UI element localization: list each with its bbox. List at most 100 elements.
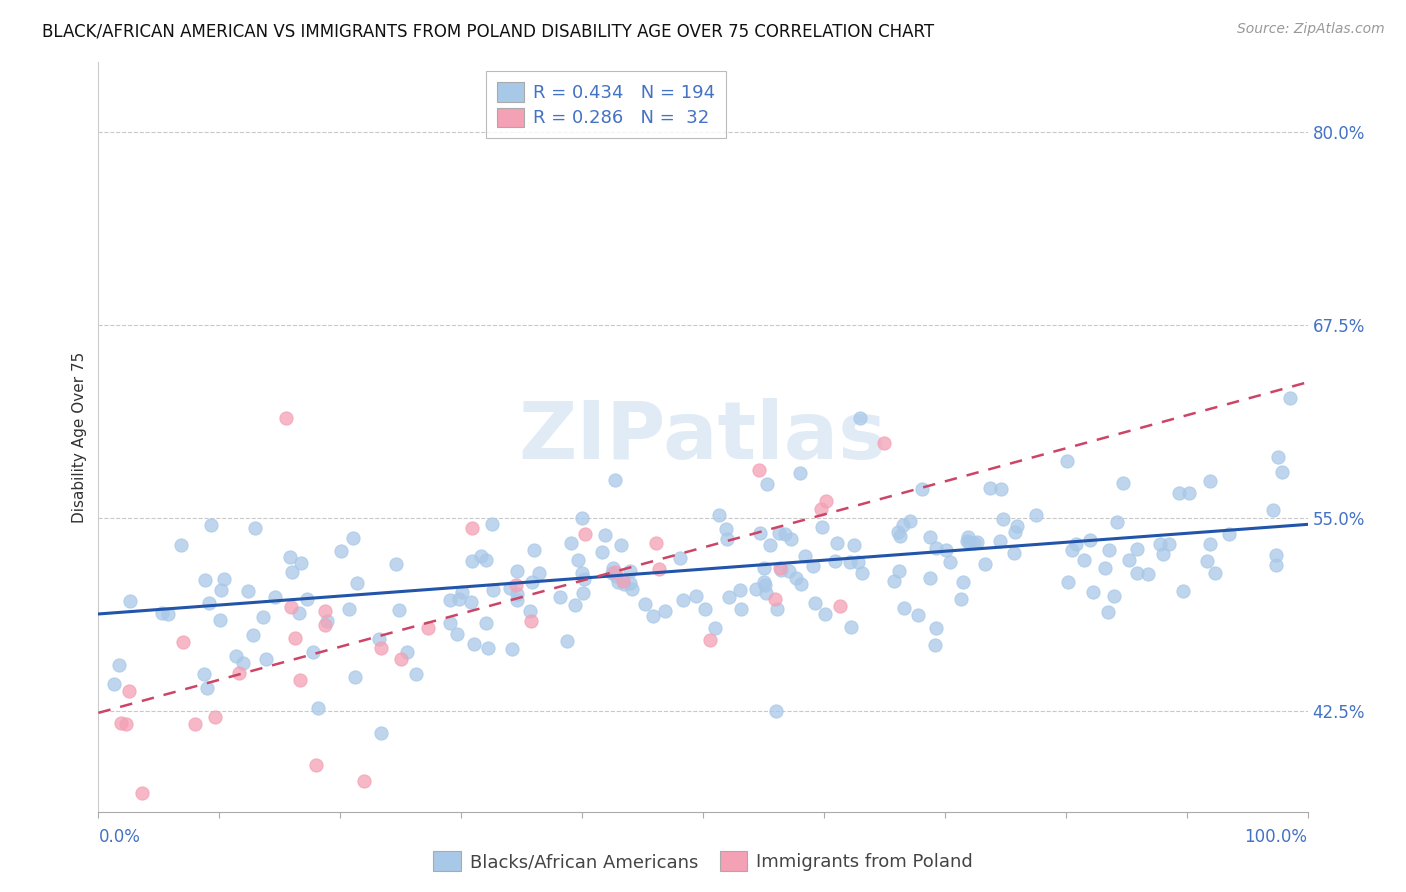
Point (889, 529, 911, 543)
Point (935, 542, 957, 557)
Point (385, 558, 408, 572)
Point (752, 574, 775, 589)
Point (759, 538, 782, 552)
Point (810, 502, 832, 516)
Point (315, 614, 337, 628)
Point (730, 601, 752, 615)
Point (295, 592, 318, 607)
Point (911, 483, 934, 497)
Point (389, 652, 412, 666)
Point (519, 604, 541, 618)
Point (745, 582, 768, 596)
Point (302, 645, 325, 659)
Point (920, 530, 942, 544)
Point (529, 566, 551, 580)
Point (988, 533, 1011, 548)
Point (1173, 584, 1195, 599)
Point (305, 758, 328, 772)
Point (370, 640, 392, 655)
Point (1198, 537, 1220, 551)
Point (648, 561, 671, 575)
Point (685, 589, 707, 603)
Point (208, 613, 231, 627)
Point (548, 590, 571, 604)
Point (811, 520, 834, 534)
Point (1057, 575, 1080, 590)
Point (184, 717, 207, 731)
Point (150, 606, 173, 620)
Point (600, 566, 623, 580)
Point (619, 576, 641, 591)
Point (1112, 476, 1135, 491)
Point (1062, 543, 1084, 558)
Point (872, 436, 894, 450)
Point (633, 597, 655, 611)
Point (773, 526, 796, 541)
Point (699, 633, 721, 648)
Point (704, 621, 727, 635)
Point (641, 609, 664, 624)
Point (1005, 519, 1028, 533)
Point (482, 583, 505, 598)
Text: 0.0%: 0.0% (98, 829, 141, 847)
Point (446, 627, 468, 641)
Point (803, 559, 825, 574)
Point (314, 604, 336, 618)
Point (1218, 527, 1240, 541)
Point (1064, 537, 1087, 551)
Point (1152, 547, 1174, 561)
Point (288, 606, 311, 620)
Point (605, 565, 627, 579)
Point (907, 607, 929, 622)
Point (280, 600, 302, 615)
Point (963, 536, 986, 550)
Point (1278, 391, 1301, 405)
Point (979, 482, 1001, 496)
Point (769, 563, 792, 577)
Point (564, 598, 586, 612)
Point (204, 710, 226, 724)
Point (756, 476, 779, 491)
Point (1177, 485, 1199, 500)
Point (571, 510, 593, 524)
Point (1265, 558, 1288, 572)
Point (1102, 589, 1125, 603)
Point (329, 544, 352, 558)
Point (470, 549, 492, 563)
Point (1004, 524, 1026, 539)
Point (714, 522, 737, 536)
Point (115, 717, 138, 731)
Point (730, 583, 752, 598)
Point (924, 638, 946, 652)
Point (839, 620, 862, 634)
Point (1261, 502, 1284, 516)
Point (1168, 485, 1191, 500)
Point (952, 574, 974, 589)
Point (920, 571, 942, 585)
Point (439, 616, 461, 631)
Point (955, 534, 977, 549)
Point (118, 594, 141, 608)
Point (779, 533, 801, 547)
Point (477, 641, 499, 656)
Point (607, 574, 630, 589)
Y-axis label: Disability Age Over 75: Disability Age Over 75 (72, 351, 87, 523)
Point (343, 670, 366, 684)
Point (619, 564, 641, 578)
Point (755, 586, 778, 600)
Point (924, 621, 946, 635)
Point (1073, 553, 1095, 567)
Text: BLACK/AFRICAN AMERICAN VS IMMIGRANTS FROM POLAND DISABILITY AGE OVER 75 CORRELAT: BLACK/AFRICAN AMERICAN VS IMMIGRANTS FRO… (42, 22, 935, 40)
Point (307, 701, 329, 715)
Point (396, 645, 419, 659)
Point (157, 607, 180, 622)
Point (252, 610, 274, 624)
Point (263, 590, 285, 604)
Point (1107, 515, 1129, 529)
Point (523, 542, 546, 557)
Point (555, 633, 578, 648)
Point (752, 561, 775, 575)
Point (974, 557, 997, 571)
Point (1195, 554, 1218, 568)
Point (830, 599, 852, 613)
